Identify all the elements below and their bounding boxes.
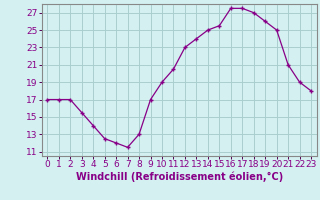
X-axis label: Windchill (Refroidissement éolien,°C): Windchill (Refroidissement éolien,°C) bbox=[76, 172, 283, 182]
